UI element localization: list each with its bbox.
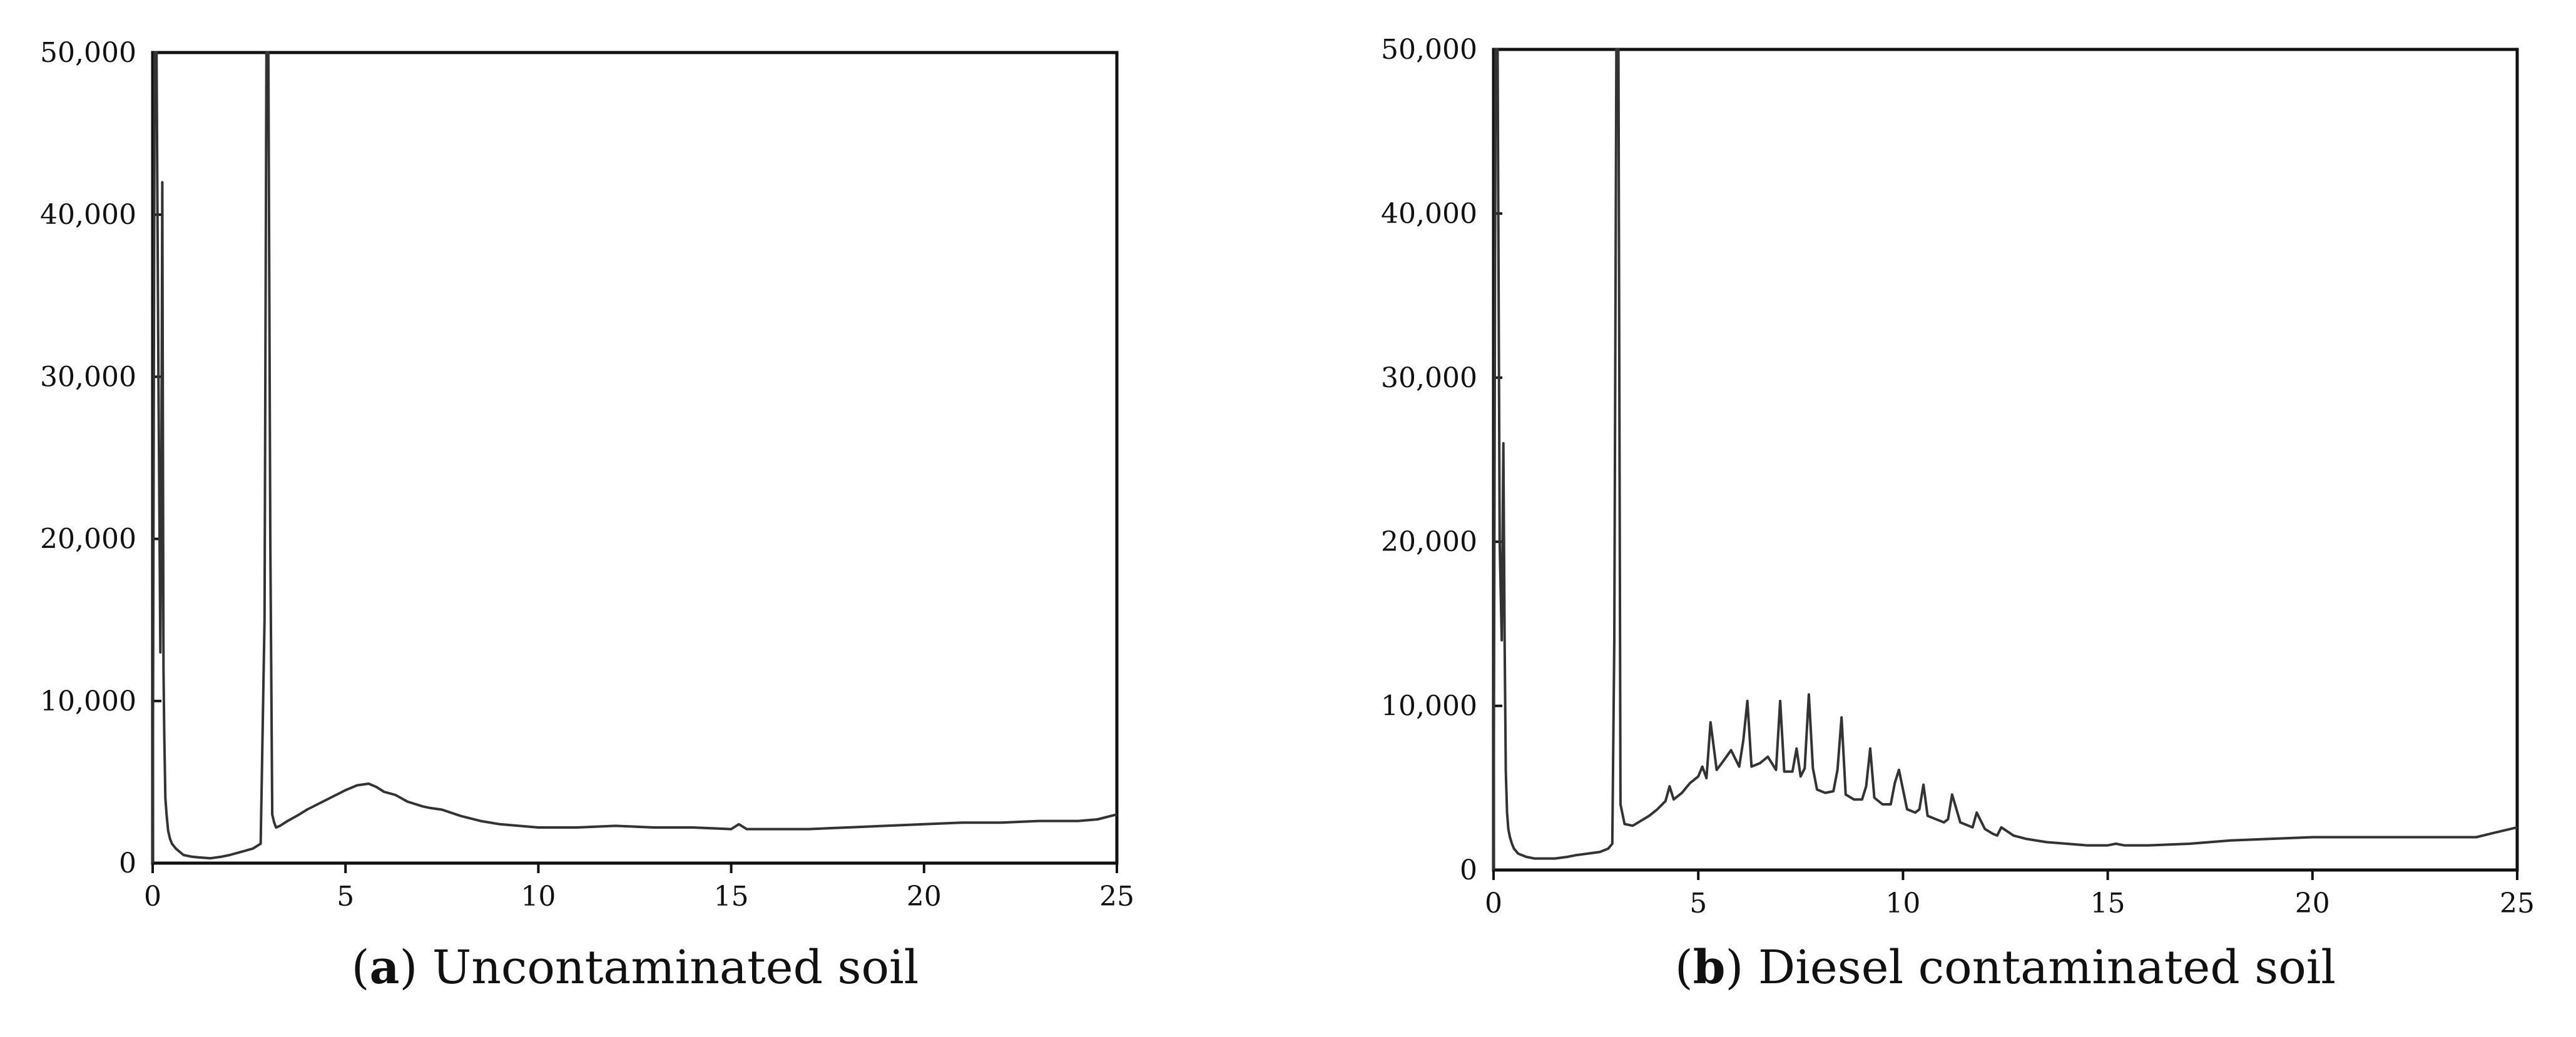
panel-a-x-tick-label: 15 <box>714 881 749 913</box>
panel-b-chromatogram-line <box>1492 48 2518 871</box>
panel-b-plot-frame <box>1492 48 2519 872</box>
panel-b-y-tick-label: 50,000 <box>1381 34 1477 66</box>
panel-a-y-tick-label: 10,000 <box>40 685 136 717</box>
panel-b-y-tick-label: 30,000 <box>1381 362 1477 394</box>
panel-b-caption: (b) Diesel contaminated soil <box>1675 941 2336 994</box>
panel-b-y-tick-label: 40,000 <box>1381 198 1477 230</box>
panel-b-x-tick-label: 25 <box>2500 888 2535 919</box>
panel-b: 0 10,000 20,000 30,000 40,000 50,000 0 5 10 15 20… <box>1381 34 2535 994</box>
panel-b-x-tick-label: 5 <box>1689 888 1707 919</box>
panel-a-y-tick-label: 50,000 <box>40 37 136 69</box>
panel-a-y-tick-label: 20,000 <box>40 524 136 555</box>
panel-a-x-tick-label: 10 <box>521 881 556 913</box>
panel-b-x-tick-label: 0 <box>1485 888 1502 919</box>
panel-b-caption-text: ) Diesel contaminated soil <box>1726 941 2336 994</box>
panel-a-y-tick-label: 30,000 <box>40 361 136 393</box>
panel-b-x-tick-label: 10 <box>1885 888 1920 919</box>
panel-a-caption-text: ) Uncontaminated soil <box>400 941 919 994</box>
panel-a-y-tick-label: 0 <box>119 847 136 879</box>
panel-a-y-axis: 0 10,000 20,000 30,000 40,000 50,000 <box>40 37 161 879</box>
panel-a-chromatogram-line <box>151 51 1117 864</box>
panel-b-y-tick-label: 10,000 <box>1381 690 1477 722</box>
panel-a-x-tick-label: 0 <box>144 881 161 913</box>
panel-a-x-axis: 0 5 10 15 20 25 <box>144 863 1134 913</box>
panel-b-y-tick-label: 20,000 <box>1381 526 1477 558</box>
panel-a-caption-letter: a <box>370 941 400 994</box>
panel-a-x-tick-label: 5 <box>337 881 354 913</box>
panel-a-y-tick-label: 40,000 <box>40 199 136 231</box>
panel-a-x-tick-label: 25 <box>1099 881 1134 913</box>
panel-b-caption-letter: b <box>1693 941 1726 994</box>
panel-a: 0 10,000 20,000 30,000 40,000 50,000 0 5 10 15 20… <box>40 37 1134 994</box>
panel-a-caption: (a) Uncontaminated soil <box>352 941 919 994</box>
panel-b-y-axis: 0 10,000 20,000 30,000 40,000 50,000 <box>1381 34 1502 886</box>
panel-b-x-tick-label: 20 <box>2295 888 2330 919</box>
panel-a-x-tick-label: 20 <box>907 881 942 913</box>
panel-a-plot-frame <box>151 51 1119 865</box>
panel-b-x-axis: 0 5 10 15 20 25 <box>1485 870 2535 919</box>
panel-b-x-tick-label: 15 <box>2090 888 2125 919</box>
panel-b-y-tick-label: 0 <box>1460 854 1477 886</box>
